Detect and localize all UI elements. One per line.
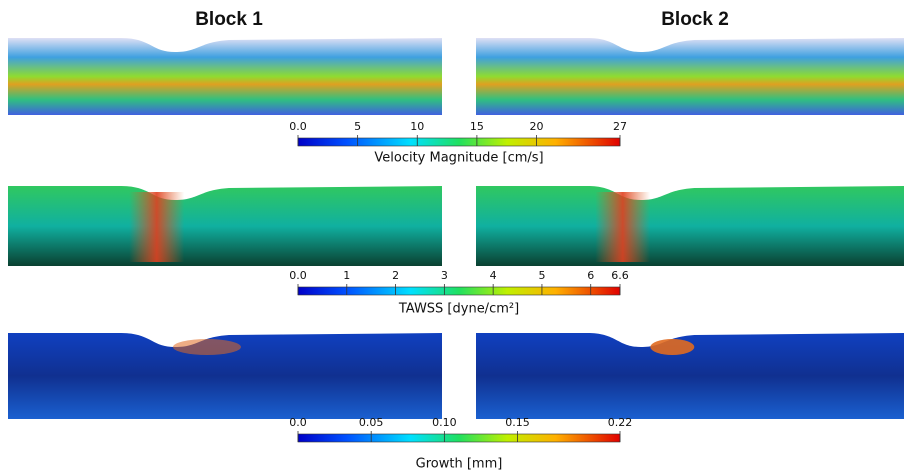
hotspot (172, 339, 241, 355)
colorbar-tick-label: 5 (354, 120, 361, 133)
colorbar-tick-label: 0.15 (505, 416, 530, 429)
simulation-panel (476, 186, 904, 266)
colorbar (297, 433, 621, 443)
simulation-panel (476, 38, 904, 115)
colorbar-tick-label: 1 (343, 269, 350, 282)
colorbar-tick-label: 0.0 (289, 416, 307, 429)
colorbar-tick-label: 0.0 (289, 120, 307, 133)
colorbar-label: Velocity Magnitude [cm/s] (374, 151, 543, 166)
colorbar-tick-label: 0.05 (359, 416, 384, 429)
colorbar-tick-label: 6.6 (611, 269, 629, 282)
colorbar-tick-label: 0.0 (289, 269, 307, 282)
colorbar-tick-label: 0.10 (432, 416, 457, 429)
colorbar-tick-label: 15 (470, 120, 484, 133)
colorbar-tick-label: 2 (392, 269, 399, 282)
simulation-panel (476, 333, 904, 419)
colorbar-tick-label: 27 (613, 120, 627, 133)
colorbar-label: Growth [mm] (416, 457, 503, 472)
panel-title: Block 2 (661, 9, 729, 30)
hotspot (595, 192, 651, 262)
hotspot (650, 339, 695, 355)
colorbar-tick-label: 3 (441, 269, 448, 282)
colorbar-tick-label: 0.22 (608, 416, 633, 429)
colorbar-tick-label: 6 (587, 269, 594, 282)
simulation-panel (8, 186, 442, 266)
colorbar (297, 137, 621, 147)
colorbar (297, 286, 621, 296)
panel-title: Block 1 (195, 9, 263, 30)
hotspot (129, 192, 185, 262)
colorbar-tick-label: 20 (530, 120, 544, 133)
colorbar-tick-label: 4 (490, 269, 497, 282)
colorbar-tick-label: 10 (410, 120, 424, 133)
colorbar-label: TAWSS [dyne/cm²] (398, 302, 519, 317)
simulation-panel (8, 333, 442, 419)
simulation-panel (8, 38, 442, 115)
colorbar-tick-label: 5 (538, 269, 545, 282)
